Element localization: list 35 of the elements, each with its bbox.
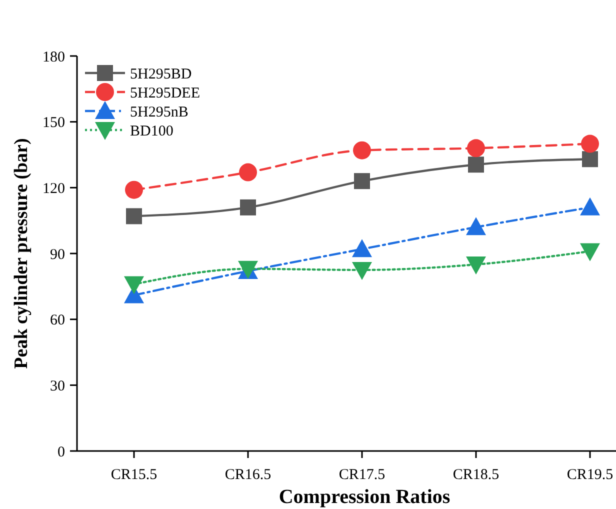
point xyxy=(124,276,144,294)
point xyxy=(240,199,256,216)
x-tick-label: CR19.5 xyxy=(566,467,614,483)
point xyxy=(468,156,484,173)
x-axis-title: Compression Ratios xyxy=(278,486,450,508)
legend-label: BD100 xyxy=(130,123,174,140)
x-tick-label: CR18.5 xyxy=(452,467,500,483)
point xyxy=(580,197,600,216)
point xyxy=(354,173,370,190)
y-tick-label: 60 xyxy=(50,312,65,329)
y-tick-label: 90 xyxy=(50,246,65,263)
point xyxy=(580,243,600,262)
y-tick-label: 30 xyxy=(50,378,65,394)
point xyxy=(581,134,599,153)
y-tick-label: 180 xyxy=(42,49,65,66)
point xyxy=(352,239,372,258)
x-tick-label: CR16.5 xyxy=(224,467,272,483)
x-tick-label: CR15.5 xyxy=(110,467,158,483)
point xyxy=(582,151,598,168)
point xyxy=(126,208,142,224)
y-tick-label: 120 xyxy=(42,180,65,197)
point xyxy=(466,256,486,274)
legend-label: 5H295BD xyxy=(130,66,192,82)
y-axis-title: Peak cylinder pressure (bar) xyxy=(11,138,32,369)
point xyxy=(125,180,143,199)
legend-label: 5H295nB xyxy=(130,104,188,120)
point xyxy=(353,141,371,160)
legend-label: 5H295DEE xyxy=(130,85,200,102)
x-tick-label: CR17.5 xyxy=(338,467,386,483)
point xyxy=(467,139,485,158)
y-tick-label: 150 xyxy=(42,115,65,132)
point xyxy=(352,262,372,280)
y-tick-label: 0 xyxy=(58,444,65,460)
point xyxy=(239,163,257,182)
point xyxy=(466,217,486,236)
